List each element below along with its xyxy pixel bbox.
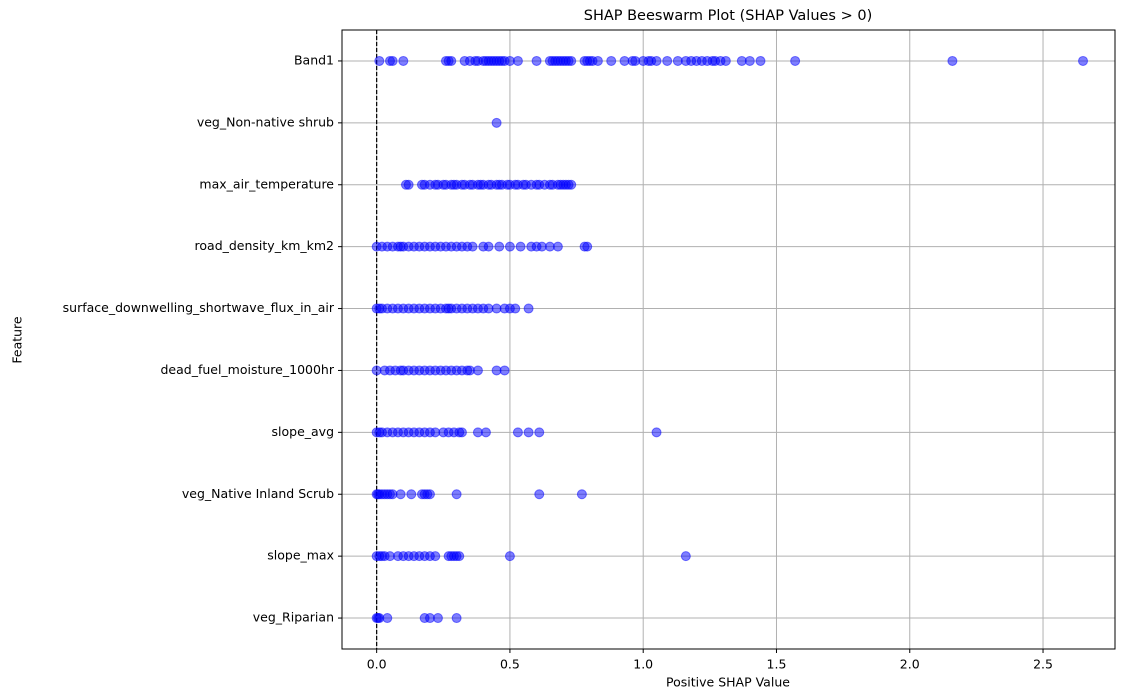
point	[534, 427, 545, 438]
y-axis-label: Feature	[10, 316, 25, 364]
y-tick-label: veg_Native Inland Scrub	[182, 486, 334, 501]
y-tick-label: veg_Non-native shrub	[197, 114, 334, 129]
y-tick-label: dead_fuel_moisture_1000hr	[160, 362, 334, 377]
point	[512, 427, 523, 438]
point	[606, 55, 617, 66]
plot-frame	[341, 29, 1116, 650]
point	[456, 427, 467, 438]
point	[504, 241, 515, 252]
point	[651, 427, 662, 438]
point	[566, 179, 577, 190]
point	[494, 241, 505, 252]
point	[504, 551, 515, 562]
point	[744, 55, 755, 66]
point	[432, 613, 443, 624]
x-tick-label: 1.0	[633, 657, 653, 672]
y-tick-label: Band1	[294, 52, 334, 67]
x-axis-label: Positive SHAP Value	[666, 675, 790, 690]
point	[592, 55, 603, 66]
point	[552, 241, 563, 252]
point	[387, 55, 398, 66]
point	[510, 303, 521, 314]
point	[480, 427, 491, 438]
point	[382, 613, 393, 624]
point	[515, 241, 526, 252]
point	[398, 55, 409, 66]
x-tick-label: 2.5	[1033, 657, 1053, 672]
point	[472, 365, 483, 376]
point	[651, 55, 662, 66]
point	[662, 55, 673, 66]
x-tick-label: 0.5	[500, 657, 520, 672]
point	[531, 55, 542, 66]
point	[491, 117, 502, 128]
point	[430, 551, 441, 562]
point	[523, 303, 534, 314]
point	[680, 551, 691, 562]
y-tick-label: veg_Riparian	[253, 610, 334, 625]
point	[566, 55, 577, 66]
point	[720, 55, 731, 66]
point	[755, 55, 766, 66]
point	[582, 241, 593, 252]
point	[576, 489, 587, 500]
point	[512, 55, 523, 66]
point	[446, 55, 457, 66]
point	[499, 365, 510, 376]
point	[451, 613, 462, 624]
y-tick-label: slope_max	[267, 548, 334, 563]
point	[374, 55, 385, 66]
point	[424, 489, 435, 500]
point	[454, 551, 465, 562]
x-tick-label: 1.5	[767, 657, 787, 672]
point	[403, 179, 414, 190]
y-tick-label: surface_downwelling_shortwave_flux_in_ai…	[63, 300, 335, 315]
point	[451, 489, 462, 500]
point	[523, 427, 534, 438]
y-tick-label: max_air_temperature	[199, 176, 334, 191]
y-tick-label: slope_avg	[272, 424, 335, 439]
chart-title: SHAP Beeswarm Plot (SHAP Values > 0)	[584, 8, 873, 24]
point	[790, 55, 801, 66]
point	[947, 55, 958, 66]
y-tick-label: road_density_km_km2	[195, 238, 334, 253]
point	[1078, 55, 1089, 66]
x-tick-label: 2.0	[900, 657, 920, 672]
point	[483, 241, 494, 252]
point	[534, 489, 545, 500]
point	[395, 489, 406, 500]
x-tick-label: 0.0	[367, 657, 387, 672]
point	[467, 241, 478, 252]
point	[406, 489, 417, 500]
